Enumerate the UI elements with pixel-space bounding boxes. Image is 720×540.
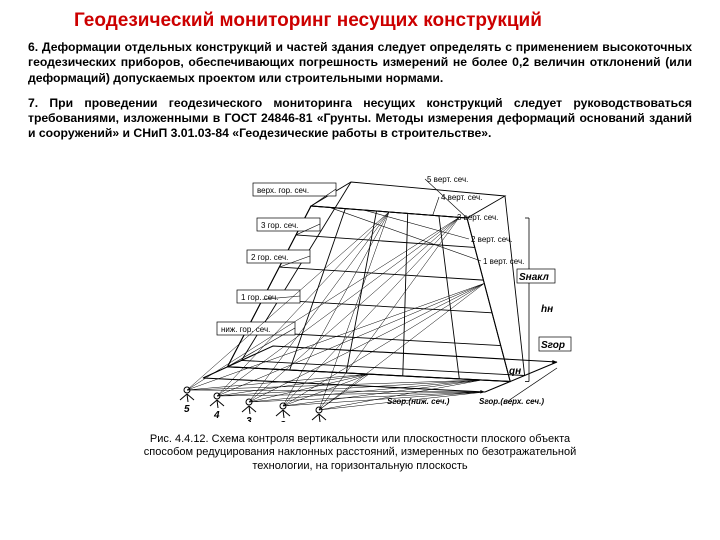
svg-text:Sнакл: Sнакл	[519, 272, 550, 283]
svg-text:2 верт. сеч.: 2 верт. сеч.	[471, 235, 512, 244]
svg-text:верх. гор. сеч.: верх. гор. сеч.	[257, 186, 309, 195]
svg-text:5: 5	[184, 404, 190, 415]
svg-text:1 гор. сеч.: 1 гор. сеч.	[241, 293, 278, 302]
svg-text:4: 4	[213, 410, 220, 421]
svg-text:Sгор.(ниж. сеч.): Sгор.(ниж. сеч.)	[387, 397, 450, 406]
svg-text:hн: hн	[541, 304, 553, 315]
svg-text:qн: qн	[509, 366, 521, 377]
svg-text:3 верт. сеч.: 3 верт. сеч.	[457, 213, 498, 222]
svg-text:3 гор. сеч.: 3 гор. сеч.	[261, 221, 298, 230]
verticality-diagram: верх. гор. сеч. 3 гор. сеч. 2 гор. сеч. 1 г…	[125, 152, 595, 422]
svg-text:5 верт. сеч.: 5 верт. сеч.	[427, 175, 468, 184]
svg-text:3: 3	[246, 416, 252, 422]
figure-caption: Рис. 4.4.12. Схема контроля вертикальнос…	[140, 433, 580, 474]
svg-text:Sгор.(верх. сеч.): Sгор.(верх. сеч.)	[479, 397, 544, 406]
paragraph-6: 6. Деформации отдельных конструкций и ча…	[28, 40, 692, 86]
svg-text:4 верт. сеч.: 4 верт. сеч.	[441, 193, 482, 202]
paragraph-7: 7. При проведении геодезического монитор…	[28, 96, 692, 142]
svg-text:Sгор: Sгор	[541, 340, 565, 351]
figure-container: верх. гор. сеч. 3 гор. сеч. 2 гор. сеч. 1 г…	[28, 152, 692, 474]
svg-text:2: 2	[279, 420, 286, 422]
page-title: Геодезический мониторинг несущих констру…	[74, 10, 692, 32]
svg-text:1 верт. сеч.: 1 верт. сеч.	[483, 257, 524, 266]
svg-text:2 гор. сеч.: 2 гор. сеч.	[251, 253, 288, 262]
svg-text:ниж. гор. сеч.: ниж. гор. сеч.	[221, 325, 270, 334]
